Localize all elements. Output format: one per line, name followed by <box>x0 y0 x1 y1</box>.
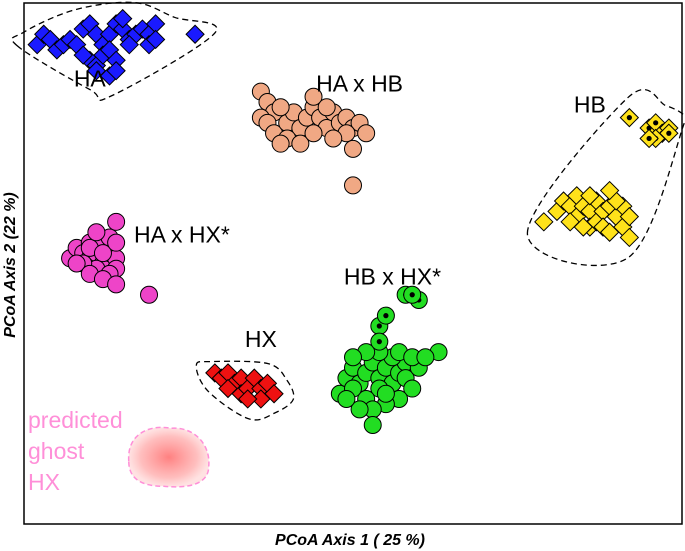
point-dot-hb <box>653 120 659 126</box>
point-ha <box>119 34 139 55</box>
point-ha-x-hx <box>107 212 126 231</box>
ghost-blob <box>128 426 210 488</box>
point-hb-x-hx <box>363 416 382 435</box>
x-axis-label: PCoA Axis 1 ( 25 %) <box>275 532 425 549</box>
point-hb-x-hx <box>344 348 362 367</box>
point-ha-x-hx <box>140 285 159 304</box>
point-ha-x-hb <box>304 124 323 143</box>
point-ha-x-hb <box>271 98 290 117</box>
point-ha <box>185 24 205 44</box>
point-ha <box>112 8 133 29</box>
point-ha-x-hb <box>317 98 336 117</box>
point-dot-hb-x-hx <box>376 339 382 345</box>
hull-hx <box>195 360 295 421</box>
point-hb-x-hx <box>376 384 395 403</box>
point-dot-hb <box>646 135 652 142</box>
point-hb <box>599 180 620 201</box>
point-hb <box>560 212 580 232</box>
point-hb-x-hx <box>416 348 435 367</box>
group-hulls <box>11 1 685 421</box>
label-hb-x-hx: HB x HX* <box>344 263 441 289</box>
point-ha <box>86 61 107 81</box>
point-ha-x-hx <box>107 275 126 294</box>
point-ha <box>73 45 93 65</box>
y-axis-label: PCoA Axis 2 (22 %) <box>2 192 19 338</box>
point-dot-hb <box>666 130 672 136</box>
label-ha-x-hx: HA x HX* <box>134 222 230 248</box>
label-ha: HA <box>74 65 107 91</box>
point-hb <box>619 227 640 248</box>
predicted-ghost-region: predicted ghost HX <box>28 407 210 495</box>
point-hx <box>264 384 284 404</box>
point-hb <box>534 212 554 232</box>
point-hb <box>580 186 600 206</box>
point-ha-x-hb <box>324 129 343 148</box>
point-ha-x-hb <box>291 134 310 153</box>
point-hx <box>218 378 238 399</box>
point-ha-x-hb <box>344 139 362 158</box>
point-ha <box>106 61 126 81</box>
ghost-label-line: predicted <box>28 407 123 433</box>
label-ha-x-hb: HA x HB <box>316 71 403 97</box>
label-hb: HB <box>574 91 606 117</box>
group-labels: HA HA x HB HB HA x HX* HB x HX* HX <box>74 65 606 352</box>
point-hx <box>238 389 258 409</box>
ghost-label-line: HX <box>28 469 60 495</box>
point-dot-hb-x-hx <box>383 313 389 319</box>
data-points <box>27 8 679 435</box>
point-dot-hb <box>626 115 632 121</box>
point-dot-hb-x-hx <box>409 292 415 298</box>
point-ha-x-hx <box>107 233 126 252</box>
hull-ha <box>11 1 218 101</box>
point-ha-x-hb <box>357 124 376 143</box>
point-ha <box>145 29 166 50</box>
point-ha-x-hx <box>87 223 106 242</box>
point-hb-x-hx <box>350 400 369 419</box>
point-hb-x-hx <box>337 389 356 408</box>
point-ha-x-hb <box>344 176 362 195</box>
point-hb-x-hx <box>403 379 422 398</box>
point-hb <box>619 206 640 227</box>
ghost-label-line: ghost <box>28 438 85 464</box>
point-dot-hb-x-hx <box>376 323 382 329</box>
point-ha-x-hb <box>304 87 323 106</box>
point-ha-x-hb <box>271 134 290 153</box>
label-hx: HX <box>245 326 277 352</box>
point-ha-x-hx <box>67 254 86 273</box>
point-ha-x-hx <box>93 244 112 263</box>
